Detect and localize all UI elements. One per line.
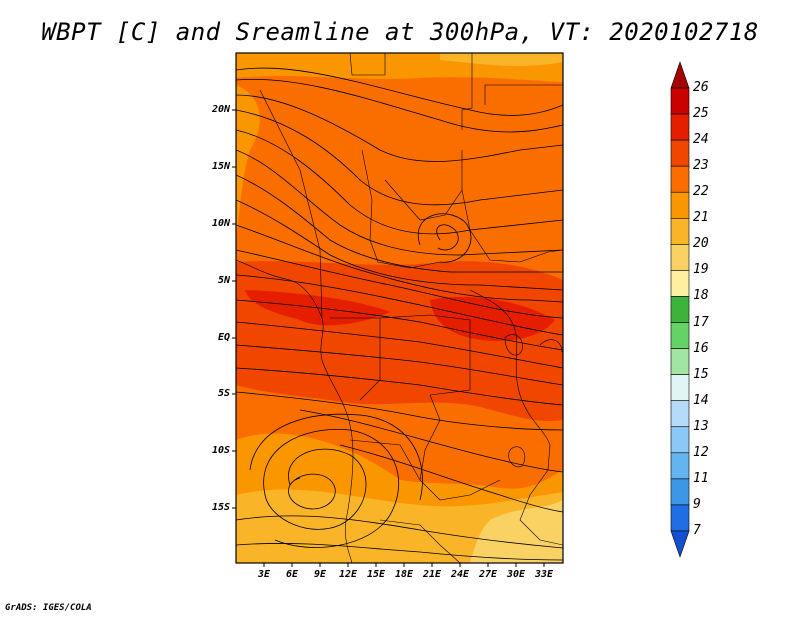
colorbar-swatch <box>670 270 690 297</box>
colorbar-swatch <box>670 217 690 245</box>
country-borders <box>236 53 563 563</box>
lon-label-24e: 24E <box>450 569 470 580</box>
colorbar-swatch <box>670 244 690 271</box>
lat-label-5s: 5S <box>217 388 230 399</box>
lon-label-21e: 21E <box>422 569 442 580</box>
colorbar-level-label: 17 <box>693 314 709 330</box>
map-frame <box>235 52 564 564</box>
lat-label-10s: 10S <box>211 445 230 456</box>
colorbar-level-label: 12 <box>693 444 709 460</box>
colorbar-level-label: 13 <box>693 418 709 434</box>
colorbar-swatch <box>670 478 690 506</box>
colorbar-level-label: 25 <box>693 106 709 122</box>
lon-label-33e: 33E <box>534 569 554 580</box>
colorbar-level-label: 20 <box>693 236 709 252</box>
field-west-22c-layer <box>236 85 260 240</box>
colorbar-level-label: 26 <box>693 80 709 95</box>
lat-ticks <box>232 109 236 509</box>
field-north-21c-layer <box>440 53 563 66</box>
colorbar-swatch <box>670 296 690 323</box>
lon-label-6e: 6E <box>285 569 299 580</box>
lon-label-3e: 3E <box>257 569 271 580</box>
streamlines <box>236 67 563 561</box>
colorbar-level-label: 21 <box>693 210 709 226</box>
chart-title: WBPT [C] and Sreamline at 300hPa, VT: 20… <box>41 18 759 46</box>
colorbar-swatch <box>670 426 690 454</box>
colorbar-level-label: 9 <box>693 496 701 512</box>
colorbar-swatch <box>670 113 690 141</box>
lat-label-15s: 15S <box>211 502 230 513</box>
colorbar-swatch <box>670 87 690 115</box>
colorbar-arrow-top <box>670 61 690 89</box>
grads-credit: GrADS: IGES/COLA <box>5 603 92 613</box>
colorbar-level-label: 18 <box>693 288 709 304</box>
field-equatorial-25c-layer <box>245 290 555 341</box>
colorbar-level-label: 7 <box>693 523 701 538</box>
colorbar-level-label: 14 <box>693 392 709 408</box>
colorbar-level-label: 23 <box>693 158 709 174</box>
colorbar-arrow-bottom <box>670 530 690 558</box>
colorbar-level-label: 16 <box>693 340 709 356</box>
lon-label-9e: 9E <box>313 569 327 580</box>
colorbar-swatch <box>670 139 690 167</box>
colorbar-swatch <box>670 348 690 375</box>
colorbar-swatch <box>670 165 690 193</box>
lon-label-12e: 12E <box>338 569 358 580</box>
lat-label-15n: 15N <box>211 161 230 172</box>
colorbar-level-label: 11 <box>693 470 709 486</box>
lat-label-5n: 5N <box>217 275 230 286</box>
colorbar-swatch <box>670 452 690 480</box>
colorbar-level-label: 15 <box>693 366 709 382</box>
colorbar-level-label: 24 <box>693 132 709 148</box>
lon-label-18e: 18E <box>394 569 414 580</box>
lon-label-30e: 30E <box>506 569 526 580</box>
colorbar-swatch <box>670 504 690 532</box>
lon-label-15e: 15E <box>366 569 386 580</box>
lon-ticks <box>263 563 545 567</box>
colorbar <box>670 61 690 558</box>
field-southeast-20c-layer <box>470 500 563 563</box>
lat-label-20n: 20N <box>211 104 230 115</box>
lat-label-10n: 10N <box>211 218 230 229</box>
colorbar-swatch <box>670 374 690 402</box>
colorbar-level-label: 22 <box>693 184 709 200</box>
colorbar-level-label: 19 <box>693 262 709 278</box>
wbpt-field <box>236 53 563 563</box>
lat-label-eq: EQ <box>217 332 230 343</box>
colorbar-swatch <box>670 400 690 428</box>
colorbar-swatch <box>670 191 690 219</box>
lon-label-27e: 27E <box>478 569 498 580</box>
colorbar-swatch <box>670 322 690 349</box>
